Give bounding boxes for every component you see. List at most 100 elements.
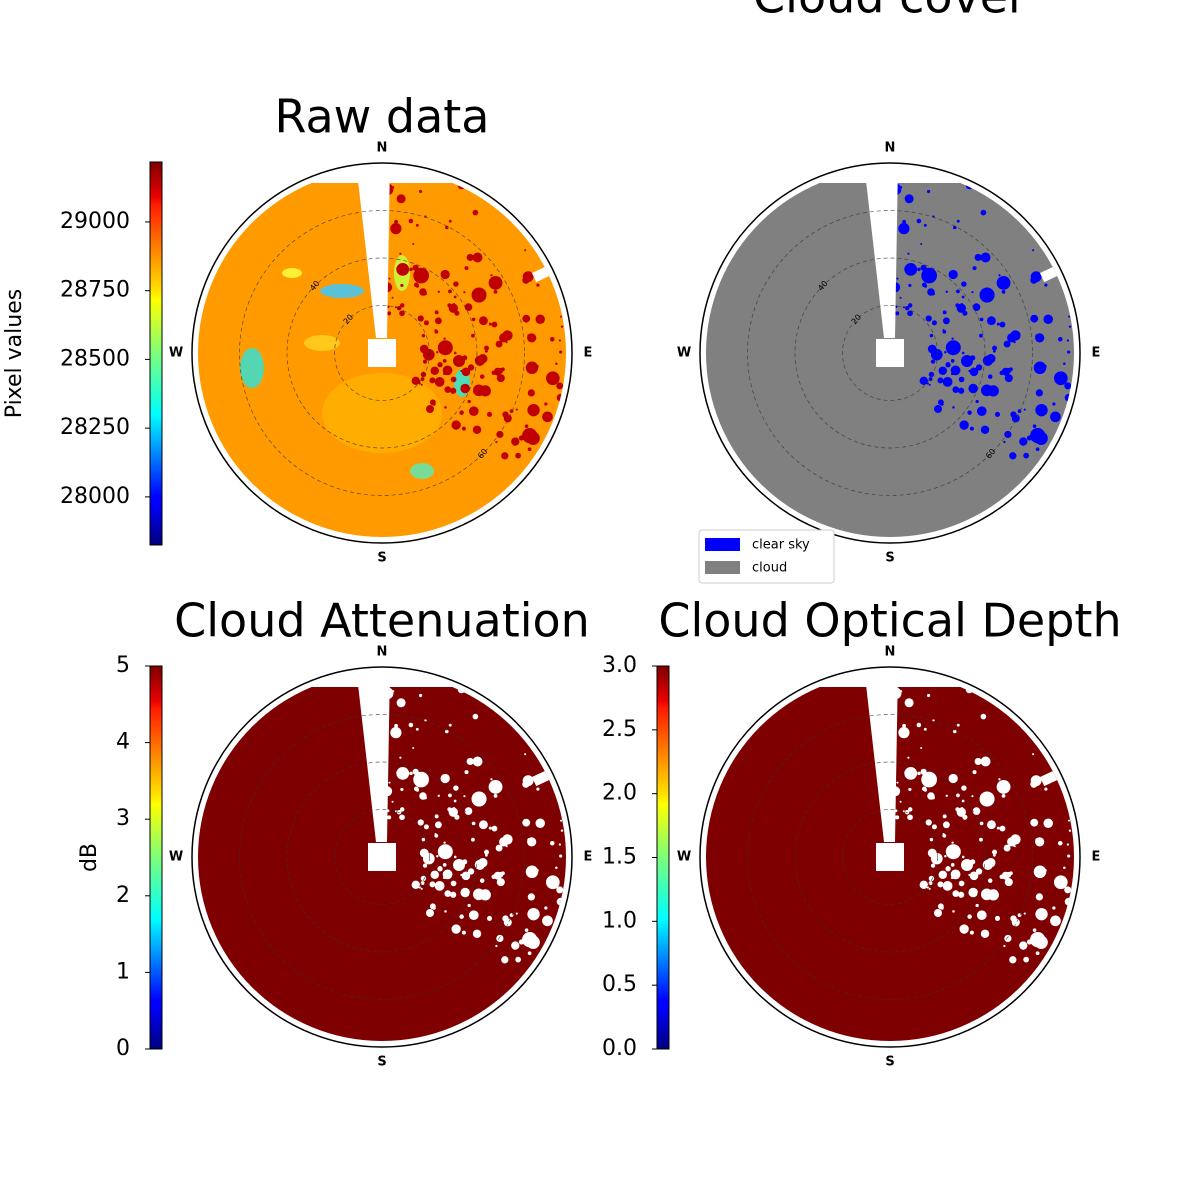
sky-spot	[419, 189, 423, 194]
sky-spot	[950, 869, 961, 880]
sky-spot	[399, 814, 405, 821]
sky-spot	[429, 881, 436, 888]
compass-label: E	[584, 850, 593, 865]
sky-spot	[920, 746, 923, 750]
sky-spot	[987, 385, 999, 397]
sky-spot	[996, 322, 1000, 326]
sky-spot	[472, 713, 479, 720]
sky-spot	[1023, 408, 1026, 411]
sky-spot	[442, 359, 447, 363]
sky-spot	[472, 929, 482, 938]
horizon	[699, 162, 1081, 544]
sky-spot	[895, 311, 900, 316]
sky-spot	[496, 934, 504, 943]
sky-spot	[928, 383, 931, 386]
sky-spot	[442, 365, 453, 376]
sky-spot	[928, 881, 933, 885]
sky-spot	[399, 807, 405, 812]
sky-spot	[429, 377, 436, 384]
sky-spot	[479, 374, 485, 379]
sky-spot	[488, 779, 503, 794]
sky-spot	[907, 814, 913, 821]
compass-label: E	[584, 346, 593, 361]
sky-spot	[921, 786, 927, 792]
sky-spot	[1038, 868, 1041, 872]
sky-image	[706, 673, 1074, 1041]
zenith-ring	[842, 809, 938, 905]
sky-spot	[971, 291, 974, 294]
sky-spot	[937, 903, 944, 910]
sky-spot	[430, 870, 440, 880]
sky-spot	[998, 778, 1001, 781]
sky-spot	[396, 809, 402, 815]
sky-spot	[969, 930, 974, 935]
legend-swatch	[705, 561, 740, 574]
sky-spot	[442, 869, 453, 880]
sky-spot	[931, 824, 937, 830]
sky-spot	[987, 889, 999, 901]
sky-spot	[496, 374, 505, 383]
sky-spot	[1063, 362, 1066, 366]
sky-spot	[466, 757, 474, 765]
sky-spot	[486, 915, 493, 921]
sky-spot	[1033, 865, 1047, 879]
obstruction	[876, 843, 904, 871]
sky-spot	[493, 794, 498, 798]
sky-spot	[987, 374, 993, 379]
sky-spot	[412, 264, 419, 271]
sky-spot	[944, 855, 947, 858]
sky-spot	[986, 820, 996, 830]
sky-spot	[436, 351, 439, 354]
sky-spot	[1057, 336, 1063, 342]
compass-label: W	[677, 346, 691, 361]
sky-spot	[1003, 440, 1006, 444]
sky-spot	[999, 321, 1006, 328]
sky-spot	[429, 903, 436, 910]
sky-spot	[945, 866, 951, 872]
sky-spot	[1035, 447, 1040, 452]
sky-spot	[415, 727, 419, 731]
sky-spot	[559, 819, 563, 822]
sky-spot	[448, 793, 452, 798]
sky-spot	[1009, 871, 1013, 876]
sky-spot	[522, 931, 538, 948]
sky-spot	[1035, 951, 1040, 956]
sky-spot	[545, 875, 560, 890]
sky-spot	[522, 775, 534, 787]
sky-spot	[956, 289, 960, 294]
sky-spot	[961, 281, 967, 287]
sky-spot	[996, 275, 1011, 290]
sky-spot	[420, 887, 423, 890]
sky-spot	[1050, 411, 1061, 423]
horizon	[191, 162, 573, 544]
sky-spot	[898, 727, 910, 739]
sky-spot	[468, 910, 479, 921]
sky-spot	[422, 852, 435, 865]
sky-spot	[938, 366, 948, 376]
sky-spot	[421, 837, 426, 842]
sky-spot	[505, 341, 508, 344]
sky-spot	[555, 915, 560, 920]
sky-spot	[448, 219, 452, 223]
sky-spot	[426, 405, 434, 413]
sky-spot	[992, 849, 998, 855]
compass-label: N	[885, 645, 896, 660]
colorbar-tick-label: 3	[116, 806, 130, 831]
sky-spot	[921, 282, 927, 288]
sky-spot	[524, 928, 529, 932]
sky-spot	[426, 909, 434, 917]
sky-spot	[434, 310, 439, 315]
zenith-ring	[747, 714, 1033, 1000]
sky-spot	[560, 325, 564, 328]
sky-spot	[474, 859, 486, 870]
zenith-ring	[334, 305, 430, 401]
compass-label: E	[1092, 850, 1101, 865]
panel-title: Cloud Optical Depth	[658, 594, 1121, 648]
sky-spot	[457, 685, 466, 694]
sky-spot	[950, 359, 955, 363]
sky-spot	[466, 253, 474, 261]
sky-spot	[486, 411, 493, 417]
sky-spot	[464, 303, 473, 311]
sky-spot	[1064, 382, 1072, 390]
sky-spot	[907, 807, 913, 812]
